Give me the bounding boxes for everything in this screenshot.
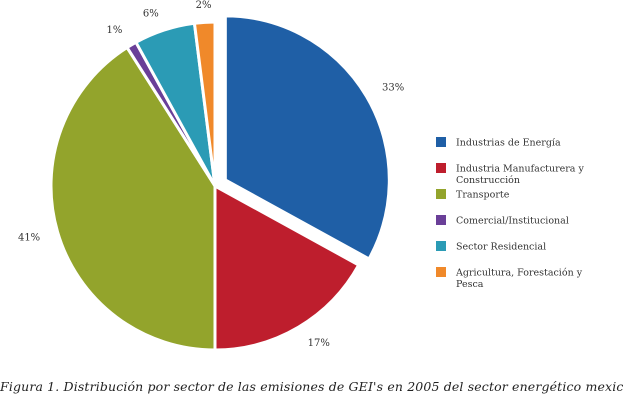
legend-item-transporte: Transporte: [436, 189, 510, 201]
legend-item-sector-residencial: Sector Residencial: [436, 241, 546, 253]
pie-chart: 33%17%41%1%6%2% Industrias de EnergíaInd…: [18, 0, 584, 352]
legend-swatch: [436, 189, 446, 199]
legend: Industrias de Energía Industria Manufactu…: [436, 137, 584, 290]
slice-label-industria-manufacturera-y-construccion: 17%: [308, 338, 330, 349]
slice-labels: 33% 17% 41% 1% 6% 2%: [18, 0, 404, 349]
legend-item-industria-manufacturera-y-construccion: Industria Manufacturera y Construcción: [436, 163, 584, 186]
slice-label-sector-residencial: 6%: [143, 8, 159, 19]
legend-label: Transporte: [456, 190, 510, 201]
legend-item-comercial-institucional: Comercial/Institucional: [436, 215, 569, 227]
legend-label: Industrias de Energía: [456, 138, 561, 149]
legend-label: Sector Residencial: [456, 242, 546, 253]
legend-swatch: [436, 241, 446, 251]
legend-swatch: [436, 215, 446, 225]
legend-label: Agricultura, Forestación y Pesca: [455, 268, 583, 291]
pie-slice-industrias-de-energia: [223, 14, 391, 261]
pie-slice-agricultura-forestacion-y-pesca: [192, 20, 217, 188]
legend-swatch: [436, 137, 446, 147]
legend-item-industrias-de-energia: Industrias de Energía: [436, 137, 561, 149]
slice-label-industrias-de-energia: 33%: [382, 83, 404, 94]
legend-label: Industria Manufacturera y Construcción: [456, 164, 584, 187]
slice-label-agricultura-forestacion-y-pesca: 2%: [196, 0, 212, 11]
figure-caption: Figura 1. Distribución por sector de las…: [0, 379, 623, 394]
pie-slices: [49, 14, 391, 352]
slice-label-transporte: 41%: [18, 232, 40, 243]
legend-label: Comercial/Institucional: [456, 216, 569, 227]
slice-label-comercial-institucional: 1%: [107, 25, 123, 36]
legend-swatch: [436, 163, 446, 173]
pie-slice-industria-manufacturera-y-construccion: [213, 184, 361, 352]
legend-swatch: [436, 267, 446, 277]
legend-item-agricultura-forestacion-y-pesca: Agricultura, Forestación y Pesca: [436, 267, 583, 290]
